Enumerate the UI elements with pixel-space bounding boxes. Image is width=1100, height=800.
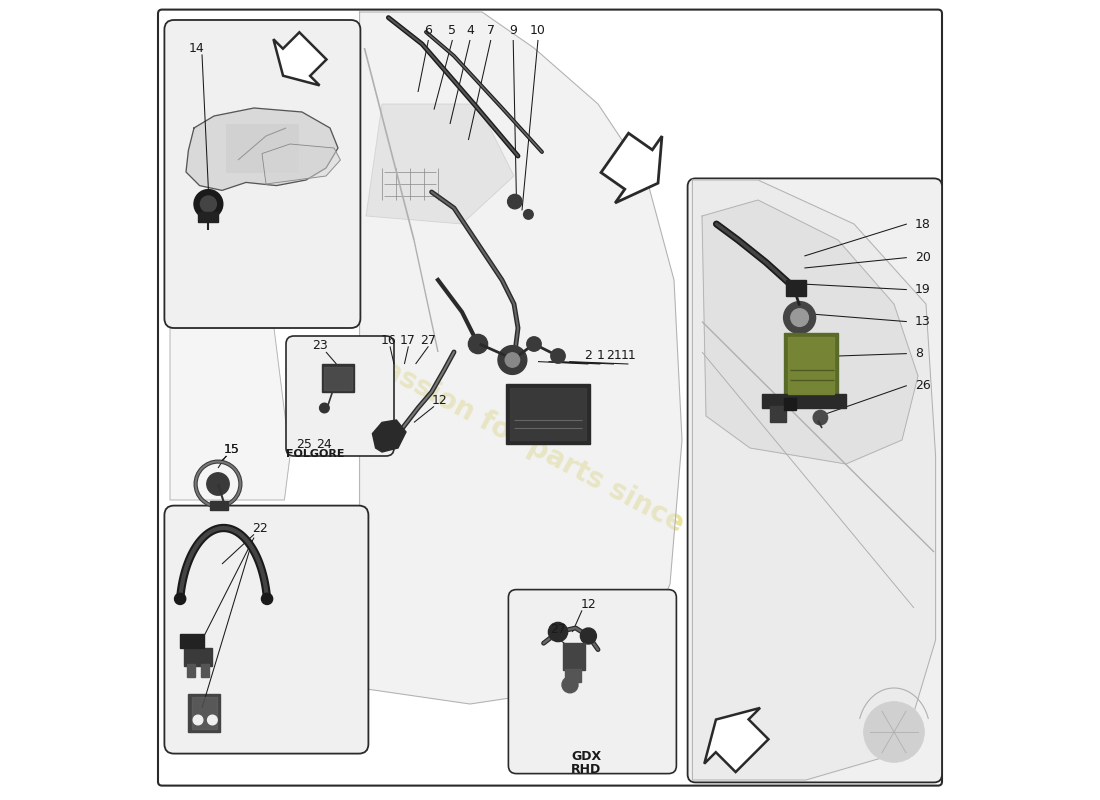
Polygon shape bbox=[373, 420, 406, 452]
Text: 4: 4 bbox=[466, 24, 474, 37]
Polygon shape bbox=[274, 32, 327, 86]
Bar bbox=[563, 643, 585, 670]
Text: 24: 24 bbox=[316, 438, 331, 451]
FancyBboxPatch shape bbox=[688, 178, 942, 782]
Bar bbox=[506, 384, 590, 444]
Polygon shape bbox=[360, 12, 682, 704]
Text: 7: 7 bbox=[487, 24, 495, 37]
Circle shape bbox=[262, 594, 273, 605]
Circle shape bbox=[783, 302, 815, 334]
FancyBboxPatch shape bbox=[164, 506, 368, 754]
Circle shape bbox=[813, 410, 827, 425]
Circle shape bbox=[194, 190, 223, 218]
Text: FOLGORE: FOLGORE bbox=[286, 450, 345, 459]
Text: 27: 27 bbox=[550, 623, 565, 636]
Text: 14: 14 bbox=[188, 42, 205, 54]
Circle shape bbox=[498, 346, 527, 374]
Text: 13: 13 bbox=[915, 315, 931, 328]
Text: 25: 25 bbox=[297, 438, 312, 451]
Text: 6: 6 bbox=[425, 24, 432, 37]
Text: 22: 22 bbox=[253, 522, 268, 534]
Circle shape bbox=[791, 309, 808, 326]
Bar bbox=[783, 333, 838, 398]
Polygon shape bbox=[186, 108, 338, 190]
Bar bbox=[762, 394, 846, 408]
Circle shape bbox=[864, 702, 924, 762]
Text: 19: 19 bbox=[915, 283, 931, 296]
Circle shape bbox=[581, 628, 596, 644]
Text: 26: 26 bbox=[915, 379, 931, 392]
Circle shape bbox=[469, 334, 487, 354]
Text: 15: 15 bbox=[223, 443, 240, 456]
Text: a passion for parts since 1985: a passion for parts since 1985 bbox=[334, 333, 766, 579]
Text: 15: 15 bbox=[223, 443, 240, 456]
Bar bbox=[786, 280, 806, 296]
Bar bbox=[510, 388, 586, 440]
Circle shape bbox=[208, 715, 217, 725]
Polygon shape bbox=[262, 144, 340, 184]
Polygon shape bbox=[170, 328, 290, 500]
Polygon shape bbox=[601, 133, 662, 203]
Text: 1: 1 bbox=[596, 350, 604, 362]
Bar bbox=[184, 648, 212, 666]
Bar bbox=[770, 406, 786, 422]
Bar bbox=[784, 398, 796, 410]
Bar bbox=[180, 634, 205, 648]
Text: 2: 2 bbox=[584, 350, 592, 362]
Text: 5: 5 bbox=[449, 24, 456, 37]
Polygon shape bbox=[702, 200, 918, 464]
Bar bbox=[324, 367, 352, 390]
Bar bbox=[226, 124, 298, 172]
Text: 9: 9 bbox=[509, 24, 517, 37]
Text: 27: 27 bbox=[420, 334, 437, 346]
Bar bbox=[788, 337, 834, 394]
Circle shape bbox=[527, 337, 541, 351]
FancyBboxPatch shape bbox=[508, 590, 676, 774]
Bar bbox=[210, 501, 228, 510]
Bar bbox=[187, 664, 195, 677]
Circle shape bbox=[194, 715, 202, 725]
Circle shape bbox=[200, 196, 217, 212]
Text: 23: 23 bbox=[312, 339, 328, 352]
Circle shape bbox=[549, 622, 568, 642]
Bar bbox=[188, 694, 220, 732]
Circle shape bbox=[524, 210, 534, 219]
Circle shape bbox=[551, 349, 565, 363]
Text: RHD: RHD bbox=[571, 763, 601, 776]
Text: 17: 17 bbox=[399, 334, 416, 346]
Bar bbox=[565, 669, 581, 682]
Text: 20: 20 bbox=[915, 251, 931, 264]
Text: 18: 18 bbox=[915, 218, 931, 230]
Circle shape bbox=[562, 677, 578, 693]
Text: 16: 16 bbox=[381, 334, 396, 346]
Circle shape bbox=[507, 194, 522, 209]
Text: 12: 12 bbox=[431, 394, 448, 406]
Text: GDX: GDX bbox=[571, 750, 601, 762]
Text: 11: 11 bbox=[620, 350, 636, 362]
Bar bbox=[322, 364, 354, 392]
Circle shape bbox=[207, 473, 229, 495]
Text: 8: 8 bbox=[915, 347, 923, 360]
FancyBboxPatch shape bbox=[158, 10, 942, 786]
Circle shape bbox=[175, 594, 186, 605]
Circle shape bbox=[505, 353, 519, 367]
Circle shape bbox=[320, 403, 329, 413]
Polygon shape bbox=[366, 104, 514, 224]
FancyBboxPatch shape bbox=[164, 20, 361, 328]
Polygon shape bbox=[692, 180, 936, 780]
Polygon shape bbox=[704, 708, 769, 772]
Bar bbox=[191, 697, 217, 729]
Bar bbox=[201, 664, 209, 677]
FancyBboxPatch shape bbox=[286, 336, 394, 456]
Text: 10: 10 bbox=[530, 24, 546, 37]
Bar bbox=[198, 212, 218, 222]
Text: 21: 21 bbox=[606, 350, 621, 362]
Text: 12: 12 bbox=[581, 598, 596, 610]
